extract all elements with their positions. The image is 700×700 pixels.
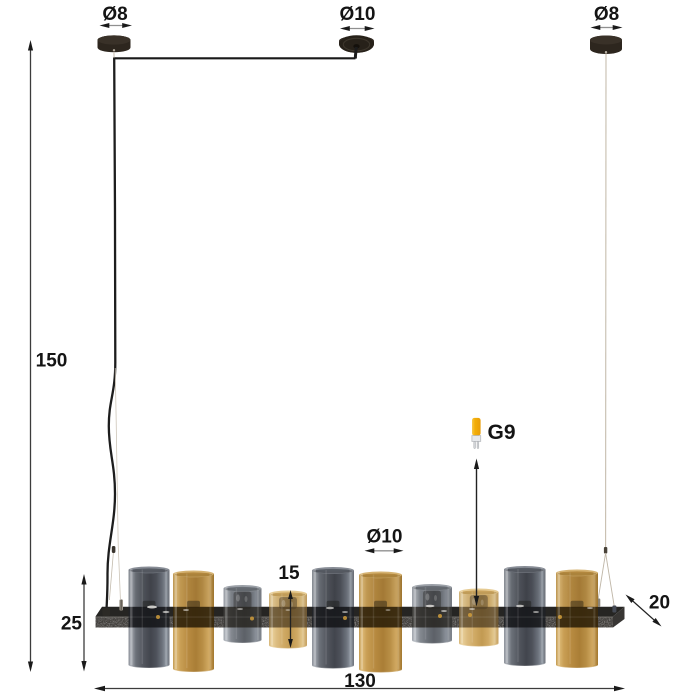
svg-text:Ø8: Ø8	[102, 4, 127, 25]
svg-text:15: 15	[278, 563, 300, 584]
svg-text:Ø10: Ø10	[367, 527, 403, 548]
svg-text:20: 20	[649, 593, 670, 614]
svg-text:25: 25	[61, 613, 83, 634]
svg-text:130: 130	[344, 671, 376, 692]
svg-text:Ø10: Ø10	[340, 4, 376, 25]
svg-text:150: 150	[36, 351, 68, 372]
svg-text:G9: G9	[488, 421, 516, 444]
svg-text:Ø8: Ø8	[594, 4, 619, 25]
